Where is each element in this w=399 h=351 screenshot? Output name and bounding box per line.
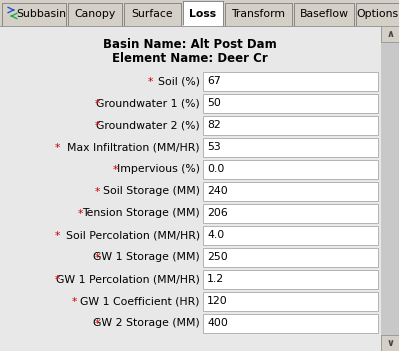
Bar (203, 72, 378, 91)
Bar (0, 0, 399, 26)
Text: Soil (%): Soil (%) (158, 77, 200, 86)
Text: Groundwater 2 (%): Groundwater 2 (%) (96, 120, 200, 131)
Text: *: * (54, 231, 60, 240)
Text: 4.0: 4.0 (207, 231, 224, 240)
Text: *: * (95, 252, 101, 263)
Text: *: * (95, 318, 101, 329)
Bar (381, 26, 399, 351)
Text: Transform: Transform (231, 9, 286, 19)
Text: *: * (54, 143, 60, 152)
Bar (183, 1, 223, 26)
Text: Surface: Surface (132, 9, 173, 19)
Text: Loss: Loss (190, 9, 217, 19)
Text: *: * (95, 186, 101, 197)
Text: *: * (113, 165, 118, 174)
Bar (381, 335, 399, 351)
Bar (203, 226, 378, 245)
Text: GW 2 Storage (MM): GW 2 Storage (MM) (93, 318, 200, 329)
Text: Options: Options (356, 9, 399, 19)
Text: 120: 120 (207, 297, 228, 306)
Bar (294, 3, 354, 26)
Text: 50: 50 (207, 99, 221, 108)
Bar (203, 292, 378, 311)
Bar (203, 94, 378, 113)
Text: 206: 206 (207, 208, 228, 219)
Text: 0.0: 0.0 (207, 165, 224, 174)
Text: 400: 400 (207, 318, 228, 329)
Text: 82: 82 (207, 120, 221, 131)
Bar (381, 26, 399, 42)
Text: 67: 67 (207, 77, 221, 86)
Text: 240: 240 (207, 186, 228, 197)
Bar (124, 3, 181, 26)
Bar (2, 3, 66, 26)
Text: Canopy: Canopy (74, 9, 116, 19)
Text: *: * (54, 274, 60, 285)
Bar (203, 248, 378, 267)
Text: ∨: ∨ (386, 338, 394, 348)
Text: Element Name: Deer Cr: Element Name: Deer Cr (112, 52, 268, 65)
Text: *: * (95, 120, 101, 131)
Bar (68, 3, 122, 26)
Text: Groundwater 1 (%): Groundwater 1 (%) (96, 99, 200, 108)
Text: Impervious (%): Impervious (%) (117, 165, 200, 174)
Text: GW 1 Storage (MM): GW 1 Storage (MM) (93, 252, 200, 263)
Text: *: * (72, 297, 77, 306)
Bar (225, 3, 292, 26)
Bar (356, 3, 399, 26)
Text: GW 1 Coefficient (HR): GW 1 Coefficient (HR) (81, 297, 200, 306)
Bar (203, 160, 378, 179)
Text: Soil Percolation (MM/HR): Soil Percolation (MM/HR) (66, 231, 200, 240)
Text: ∧: ∧ (386, 29, 394, 39)
Text: 1.2: 1.2 (207, 274, 224, 285)
Bar (203, 314, 378, 333)
Bar (203, 116, 378, 135)
Text: *: * (78, 208, 83, 219)
Bar (203, 204, 378, 223)
Text: Basin Name: Alt Post Dam: Basin Name: Alt Post Dam (103, 38, 277, 51)
Text: Baseflow: Baseflow (300, 9, 348, 19)
Text: 53: 53 (207, 143, 221, 152)
Text: 250: 250 (207, 252, 228, 263)
Text: Tension Storage (MM): Tension Storage (MM) (82, 208, 200, 219)
Text: GW 1 Percolation (MM/HR): GW 1 Percolation (MM/HR) (56, 274, 200, 285)
Bar (203, 270, 378, 289)
Text: Subbasin: Subbasin (16, 9, 66, 19)
Bar (203, 182, 378, 201)
Bar (203, 138, 378, 157)
Text: *: * (95, 99, 101, 108)
Text: *: * (147, 77, 152, 86)
Text: Soil Storage (MM): Soil Storage (MM) (103, 186, 200, 197)
Text: Max Infiltration (MM/HR): Max Infiltration (MM/HR) (67, 143, 200, 152)
